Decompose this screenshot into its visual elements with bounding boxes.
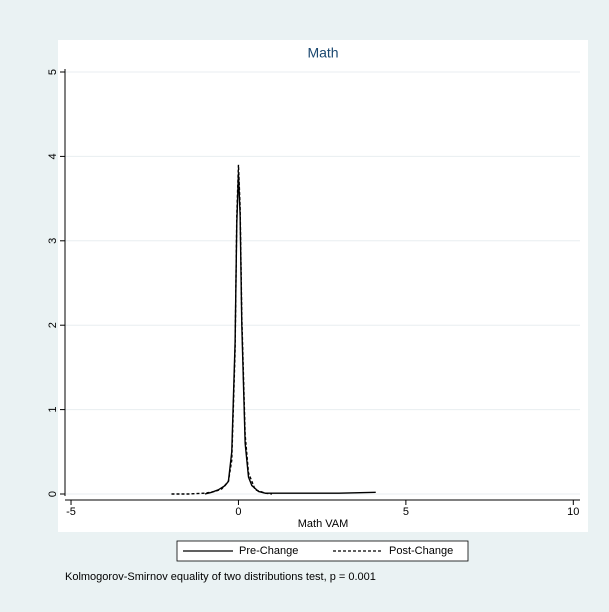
- chart-title: Math: [307, 45, 338, 61]
- y-tick-label: 4: [47, 153, 59, 159]
- legend-label: Post-Change: [389, 545, 453, 557]
- x-tick-label: 5: [403, 506, 409, 518]
- y-tick-label: 3: [47, 238, 59, 244]
- x-tick-label: 0: [235, 506, 241, 518]
- plot-background: [58, 40, 588, 532]
- y-tick-label: 5: [47, 69, 59, 75]
- note: Kolmogorov-Smirnov equality of two distr…: [65, 571, 376, 583]
- y-tick-label: 2: [47, 322, 59, 328]
- line: [171, 164, 273, 495]
- x-tick-label: -5: [66, 506, 76, 518]
- y-tick-label: 0: [47, 491, 59, 497]
- x-axis-title: Math VAM: [298, 518, 349, 530]
- y-tick-label: 1: [47, 407, 59, 413]
- legend-label: Pre-Change: [239, 545, 298, 557]
- legend-box: [176, 540, 469, 562]
- x-tick-label: 10: [567, 506, 579, 518]
